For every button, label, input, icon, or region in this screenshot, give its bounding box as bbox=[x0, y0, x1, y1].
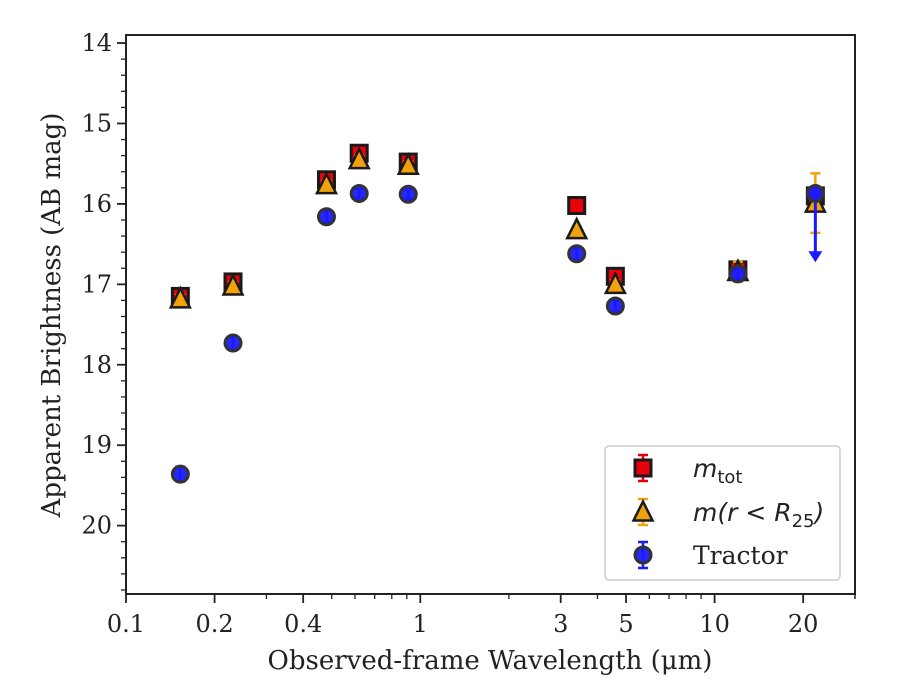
legend-marker bbox=[633, 458, 653, 478]
y-tick-label: 16 bbox=[81, 190, 112, 218]
x-tick-label: 5 bbox=[618, 610, 633, 638]
series-circle bbox=[170, 183, 825, 484]
plot-area bbox=[125, 34, 856, 595]
legend: mtot m(r < R25) Tractor bbox=[604, 445, 841, 581]
x-tick-label: 10 bbox=[699, 610, 730, 638]
x-tick-label: 3 bbox=[553, 610, 568, 638]
data-point bbox=[314, 171, 339, 195]
data-point bbox=[567, 244, 587, 264]
data-point bbox=[567, 196, 587, 216]
data-point bbox=[728, 264, 748, 284]
y-axis-title: Apparent Brightness (AB mag) bbox=[37, 113, 67, 519]
data-point bbox=[170, 464, 190, 484]
legend-frame bbox=[604, 445, 841, 581]
y-tick-label: 14 bbox=[81, 29, 112, 57]
data-point bbox=[168, 285, 192, 309]
y-axis: 14 15 16 17 18 19 20 bbox=[81, 29, 126, 591]
y-tick-label: 17 bbox=[81, 270, 112, 298]
legend-marker bbox=[633, 545, 653, 565]
data-point bbox=[347, 146, 371, 170]
x-tick-label: 0.1 bbox=[107, 610, 145, 638]
data-point bbox=[349, 183, 369, 203]
x-tick-label: 0.2 bbox=[196, 610, 234, 638]
data-point bbox=[605, 296, 625, 316]
x-tick-label: 20 bbox=[788, 610, 819, 638]
legend-label: Tractor bbox=[693, 541, 788, 570]
x-axis: 0.1 0.2 0.4 1 3 5 10 20 bbox=[107, 594, 856, 638]
y-tick-label: 18 bbox=[81, 351, 112, 379]
data-series bbox=[168, 143, 827, 484]
y-tick-label: 19 bbox=[81, 431, 112, 459]
data-point bbox=[805, 183, 825, 203]
x-tick-label: 0.4 bbox=[284, 610, 322, 638]
data-point bbox=[398, 184, 418, 204]
legend-marker bbox=[631, 498, 655, 522]
y-tick-label: 20 bbox=[81, 512, 112, 540]
x-axis-title: Observed-frame Wavelength (μm) bbox=[268, 646, 713, 676]
upper-limit-arrow-head bbox=[808, 251, 823, 263]
data-point bbox=[603, 271, 627, 295]
y-tick-label: 15 bbox=[81, 109, 112, 137]
data-point bbox=[396, 152, 420, 176]
data-point bbox=[221, 272, 245, 296]
x-tick-label: 1 bbox=[413, 610, 428, 638]
legend-label: m(r < R25) bbox=[693, 498, 824, 532]
data-point bbox=[316, 207, 336, 227]
data-point bbox=[223, 333, 243, 353]
data-point bbox=[565, 216, 589, 240]
legend-label: mtot bbox=[693, 454, 743, 488]
